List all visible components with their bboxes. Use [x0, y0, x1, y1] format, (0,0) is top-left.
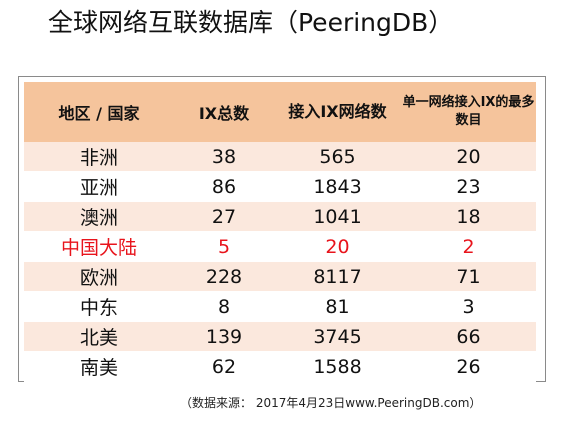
cell-max-per-network: 71	[401, 261, 536, 292]
table-row: 非洲 38 565 20	[24, 142, 536, 172]
cell-max-per-network: 66	[401, 321, 536, 352]
cell-region: 北美	[24, 321, 174, 352]
cell-region: 中国大陆	[24, 231, 174, 262]
cell-max-per-network: 20	[401, 142, 536, 172]
cell-ix-total: 228	[174, 261, 274, 292]
header-max-per-network: 单一网络接入IX的最多数目	[401, 82, 536, 142]
cell-networks: 1041	[274, 201, 401, 232]
cell-max-per-network: 18	[401, 201, 536, 232]
cell-region: 非洲	[24, 142, 174, 172]
table-row: 中国大陆 5 20 2	[24, 231, 536, 262]
table-row: 欧洲 228 8117 71	[24, 261, 536, 292]
cell-networks: 20	[274, 231, 401, 262]
cell-region: 欧洲	[24, 261, 174, 292]
cell-ix-total: 27	[174, 201, 274, 232]
header-networks: 接入IX网络数	[274, 82, 401, 142]
peeringdb-table: 地区 / 国家 IX总数 接入IX网络数 单一网络接入IX的最多数目 非洲 38 5…	[24, 82, 536, 382]
cell-networks: 565	[274, 142, 401, 172]
table-row: 中东 8 81 3	[24, 291, 536, 322]
cell-networks: 8117	[274, 261, 401, 292]
cell-max-per-network: 23	[401, 171, 536, 202]
table-row: 澳洲 27 1041 18	[24, 201, 536, 232]
cell-networks: 81	[274, 291, 401, 322]
table-row: 北美 139 3745 66	[24, 321, 536, 352]
page-title: 全球网络互联数据库（PeeringDB）	[48, 8, 454, 37]
cell-ix-total: 38	[174, 142, 274, 172]
cell-networks: 1843	[274, 171, 401, 202]
cell-region: 南美	[24, 351, 174, 382]
cell-region: 澳洲	[24, 201, 174, 232]
header-region: 地区 / 国家	[24, 82, 174, 142]
cell-ix-total: 139	[174, 321, 274, 352]
cell-max-per-network: 26	[401, 351, 536, 382]
cell-max-per-network: 2	[401, 231, 536, 262]
header-ix-total: IX总数	[174, 82, 274, 142]
cell-ix-total: 62	[174, 351, 274, 382]
cell-max-per-network: 3	[401, 291, 536, 322]
table-header-row: 地区 / 国家 IX总数 接入IX网络数 单一网络接入IX的最多数目	[24, 82, 536, 142]
cell-ix-total: 8	[174, 291, 274, 322]
table-row: 南美 62 1588 26	[24, 351, 536, 382]
table-frame	[18, 76, 546, 382]
cell-ix-total: 86	[174, 171, 274, 202]
cell-region: 亚洲	[24, 171, 174, 202]
cell-networks: 1588	[274, 351, 401, 382]
cell-region: 中东	[24, 291, 174, 322]
table-row: 亚洲 86 1843 23	[24, 171, 536, 202]
cell-ix-total: 5	[174, 231, 274, 262]
cell-networks: 3745	[274, 321, 401, 352]
source-note: （数据来源： 2017年4月23日www.PeeringDB.com）	[180, 396, 482, 410]
